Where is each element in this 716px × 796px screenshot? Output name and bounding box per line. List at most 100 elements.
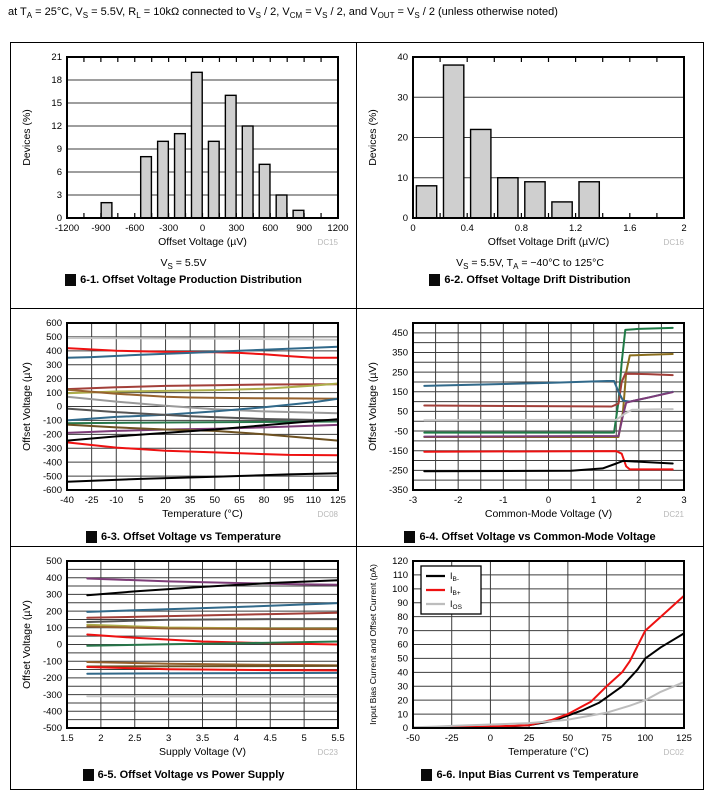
figure-prefix-glyph: 图 — [429, 274, 441, 287]
svg-text:IB-: IB- — [450, 571, 459, 583]
svg-text:Temperature (°C): Temperature (°C) — [162, 508, 243, 520]
figure-cell-6-1: 0 3 6 9 12 15 18 21 -1200 -900 -600 -300 0 300 600 900 1… — [11, 43, 357, 309]
figure-caption: 图 6-6. Input Bias Current vs Temperature — [421, 769, 639, 781]
svg-text:5: 5 — [301, 733, 306, 744]
svg-text:3: 3 — [681, 495, 686, 506]
figure-cell-6-2: 0 10 20 30 40 0 0.4 0.8 1.2 1.6 2 Offset Voltage Dr… — [357, 43, 703, 309]
chart-offset-voltage-production-distribution: 0 3 6 9 12 15 18 21 -1200 -900 -600 -300 0 300 600 900 1… — [17, 50, 351, 256]
svg-text:30: 30 — [397, 681, 408, 692]
svg-text:-400: -400 — [42, 457, 61, 468]
svg-text:-2: -2 — [454, 495, 462, 506]
svg-text:125: 125 — [330, 495, 346, 506]
figure-caption-text: 6-1. Offset Voltage Production Distribut… — [80, 274, 302, 287]
figure-caption: 图 6-1. Offset Voltage Production Distrib… — [65, 274, 302, 287]
svg-text:-100: -100 — [42, 416, 61, 427]
figure-cell-6-4: -350 -250 -150 -50 50 150 250 350 450 -3 -2 -1 0 1 2 3 C… — [357, 309, 703, 547]
svg-text:50: 50 — [563, 733, 574, 744]
chart-canvas-fig-6-5: -500 -400 -300 -200 -100 0 100 200 300 400 500 1.5 2… — [21, 556, 345, 758]
svg-text:Offset Voltage (µV): Offset Voltage (µV) — [158, 236, 247, 248]
figure-prefix-glyph: 图 — [404, 531, 416, 543]
svg-text:400: 400 — [46, 346, 62, 357]
svg-text:3: 3 — [56, 190, 61, 201]
chart-offset-voltage-drift-distribution: 0 10 20 30 40 0 0.4 0.8 1.2 1.6 2 Offset Voltage Dr… — [363, 50, 697, 256]
svg-text:-600: -600 — [42, 485, 61, 496]
svg-text:2: 2 — [98, 733, 103, 744]
svg-text:80: 80 — [397, 612, 408, 623]
svg-text:0: 0 — [546, 495, 551, 506]
svg-text:5.5: 5.5 — [331, 733, 344, 744]
svg-text:-500: -500 — [42, 723, 61, 734]
svg-text:-600: -600 — [125, 223, 144, 234]
svg-text:1200: 1200 — [327, 223, 348, 234]
svg-text:20: 20 — [397, 695, 408, 706]
svg-text:12: 12 — [51, 121, 62, 132]
figure-grid: 0 3 6 9 12 15 18 21 -1200 -900 -600 -300 0 300 600 900 1… — [10, 42, 704, 790]
svg-text:900: 900 — [296, 223, 312, 234]
svg-text:1.6: 1.6 — [623, 223, 636, 234]
svg-text:Devices (%): Devices (%) — [367, 109, 379, 166]
svg-text:100: 100 — [46, 388, 62, 399]
svg-text:500: 500 — [46, 556, 62, 567]
svg-text:100: 100 — [392, 584, 408, 595]
svg-text:1.5: 1.5 — [60, 733, 73, 744]
svg-text:-40: -40 — [60, 495, 74, 506]
svg-text:30: 30 — [397, 92, 408, 103]
svg-text:50: 50 — [397, 407, 408, 418]
svg-text:1: 1 — [591, 495, 596, 506]
figure-prefix-glyph: 图 — [86, 531, 98, 543]
chart-canvas-fig-6-3: -600 -500 -400 -300 -200 -100 0 100 200 300 400 500… — [21, 318, 346, 520]
svg-text:95: 95 — [283, 495, 294, 506]
chart-offset-voltage-vs-temperature: -600 -500 -400 -300 -200 -100 0 100 200 300 400 500… — [17, 316, 351, 528]
svg-text:50: 50 — [209, 495, 220, 506]
svg-text:IB+: IB+ — [450, 585, 461, 597]
svg-text:18: 18 — [51, 75, 62, 86]
svg-text:10: 10 — [397, 709, 408, 720]
svg-text:9: 9 — [56, 144, 61, 155]
figure-caption-text: 6-3. Offset Voltage vs Temperature — [101, 531, 281, 543]
svg-text:250: 250 — [392, 367, 408, 378]
svg-text:6: 6 — [56, 167, 61, 178]
svg-text:80: 80 — [258, 495, 269, 506]
svg-text:-200: -200 — [42, 430, 61, 441]
svg-text:DC08: DC08 — [317, 510, 338, 519]
chart-canvas-fig-6-1: 0 3 6 9 12 15 18 21 -1200 -900 -600 -300 0 300 600 900 1… — [21, 52, 349, 248]
figure-cell-6-3: -600 -500 -400 -300 -200 -100 0 100 200 300 400 500… — [11, 309, 357, 547]
svg-text:3: 3 — [165, 733, 170, 744]
svg-text:40: 40 — [397, 52, 408, 63]
svg-text:Input Bias Current and Offset: Input Bias Current and Offset Current (p… — [368, 564, 378, 725]
svg-text:0: 0 — [488, 733, 493, 744]
svg-text:Temperature (°C): Temperature (°C) — [508, 746, 589, 758]
svg-text:Common-Mode Voltage (V): Common-Mode Voltage (V) — [485, 508, 612, 520]
svg-text:300: 300 — [46, 590, 62, 601]
svg-text:150: 150 — [392, 387, 408, 398]
svg-text:-350: -350 — [389, 485, 408, 496]
figure-cell-6-5: -500 -400 -300 -200 -100 0 100 200 300 400 500 1.5 2… — [11, 547, 357, 789]
svg-text:3.5: 3.5 — [195, 733, 208, 744]
svg-text:125: 125 — [676, 733, 692, 744]
svg-text:35: 35 — [184, 495, 195, 506]
figure-prefix-glyph: 图 — [65, 274, 77, 287]
svg-text:15: 15 — [51, 98, 62, 109]
svg-text:2.5: 2.5 — [128, 733, 141, 744]
svg-text:-150: -150 — [389, 446, 408, 457]
svg-text:-10: -10 — [109, 495, 123, 506]
svg-text:25: 25 — [524, 733, 535, 744]
svg-text:200: 200 — [46, 374, 62, 385]
svg-text:Devices (%): Devices (%) — [21, 109, 33, 166]
svg-text:DC21: DC21 — [664, 510, 685, 519]
svg-text:1.2: 1.2 — [569, 223, 582, 234]
svg-text:75: 75 — [601, 733, 612, 744]
svg-text:21: 21 — [51, 52, 62, 63]
svg-text:500: 500 — [46, 332, 62, 343]
svg-text:-100: -100 — [42, 656, 61, 667]
svg-text:-50: -50 — [394, 426, 408, 437]
svg-text:-300: -300 — [42, 690, 61, 701]
svg-text:-500: -500 — [42, 471, 61, 482]
svg-text:Offset Voltage (µV): Offset Voltage (µV) — [367, 362, 379, 451]
svg-text:-25: -25 — [445, 733, 459, 744]
figure-caption: 图 6-5. Offset Voltage vs Power Supply — [82, 769, 284, 781]
svg-text:0: 0 — [199, 223, 204, 234]
svg-text:-250: -250 — [389, 466, 408, 477]
svg-text:300: 300 — [46, 360, 62, 371]
svg-text:DC02: DC02 — [664, 748, 685, 757]
